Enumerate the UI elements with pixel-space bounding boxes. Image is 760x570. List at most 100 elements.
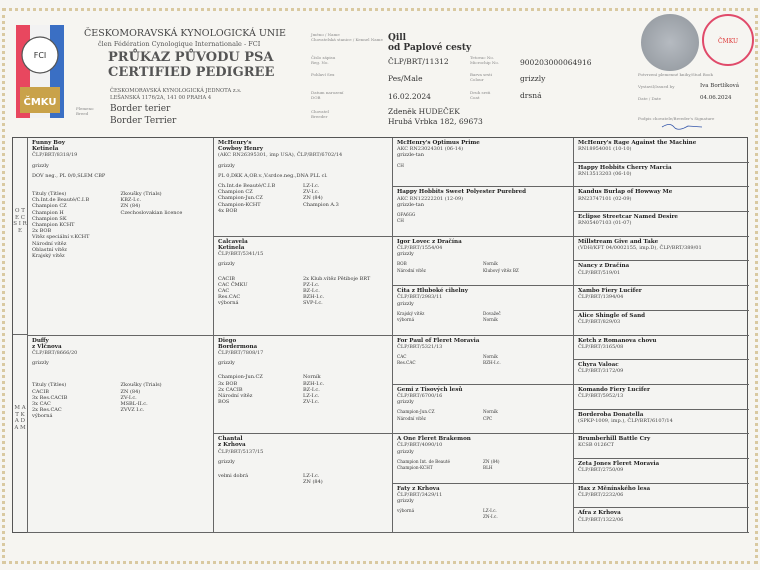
ancestor-name: Duffy — [32, 337, 49, 344]
label-sex: Pohlaví Sex — [311, 72, 335, 77]
breeder-address: Hrubá Vrbka 182, 69673 — [388, 117, 483, 126]
ancestor-name: Borderoba Donatella — [578, 411, 644, 418]
ancestor-great-great-grandparent: Xambo Fiery Lucifer ČLP/BRT/1394/04 — [574, 286, 749, 311]
breeder-name: Zdeněk HUDEČEK — [388, 107, 460, 116]
ancestor-titles: Champion-Jun.CZ 3x BOB 2x CACIB Národní vít… — [218, 374, 388, 405]
title-entry: PZ-I.c. — [303, 281, 320, 288]
title-entry: ZVVZ I.c. — [120, 407, 145, 414]
label-issued: Vystavil/Issued by — [638, 84, 675, 89]
ancestor-name: Hax z Měnínského lesa — [578, 485, 651, 492]
ancestor-name: Diego — [218, 337, 237, 344]
title-entry: BZ-I.c. — [303, 287, 320, 294]
ancestor-name: McHenry's Rage Against the Machine — [578, 140, 697, 146]
ancestor-name: Alice Shingle of Sand — [578, 312, 646, 319]
ancestor-colour: grizzly — [397, 251, 414, 258]
ancestor-reg-no: ČLP/BRT/829/03 — [578, 319, 621, 326]
ancestor-name: Brumberhill Battle Cry — [578, 436, 651, 443]
ancestor-reg-no: ČLP/BRT/519/01 — [578, 269, 621, 276]
title-entry: výborná — [397, 508, 415, 514]
title-entry: 3x Res.CACIB — [32, 394, 68, 401]
ancestor-great-great-grandparent: Ketch z Romanova chovu ČLP/BRT/3165/08 — [574, 336, 749, 361]
title-entry: Krajský vítěz — [32, 253, 65, 260]
title-entry: 2x BOB — [32, 228, 52, 235]
title-entry: Vítěz speciální v.KCHT — [32, 234, 90, 241]
label-coat: Druh srsti Coat — [470, 90, 491, 100]
title-entry: ZV-I.c. — [120, 394, 137, 401]
ancestor-name: Calcavela — [218, 238, 248, 245]
ancestor-colour: grizzly — [218, 458, 235, 465]
ancestor-titles: Krajský vítěz výborná Dovažeč Norník — [397, 311, 569, 323]
ancestor-reg-no: RN23747101 (02-09) — [578, 195, 632, 202]
ancestor-titles: Tituly (Titles) Ch.Int.de Beauté/C.I.B Cha… — [32, 191, 209, 259]
ancestor-reg-no: ČLP/BRT/5321/13 — [397, 343, 443, 350]
title-entry: CAC — [397, 353, 407, 359]
ancestor-reg-no: (AKC RN26395301, imp USA), ČLP/BRT/6702/… — [218, 152, 343, 159]
label-breeder: Chovatel Breeder — [311, 109, 329, 119]
title-entry: Národní vítěz — [32, 240, 67, 247]
issue-date: 04.06.2024 — [700, 95, 732, 101]
title-entry: BLH — [483, 465, 493, 471]
ancestor-name: McHenry's — [218, 140, 252, 146]
title-entry: ZN (84) — [303, 195, 323, 202]
ancestor-great-great-grandparent: Zeta Jones Fleret Moravia ČLP/BRT/2750/09 — [574, 459, 749, 484]
title-entry: LZ-I.c. — [303, 183, 320, 190]
ancestor-kennel: z Vlčnova — [32, 343, 62, 350]
ancestor-grandparent: Calcavela Ketinela ČLP/BRT/5341/15 grizzly C… — [214, 236, 393, 336]
microchip: 900203000064916 — [520, 58, 592, 67]
ancestor-reg-no: ČLP/BRT/4090/10 — [397, 442, 443, 449]
ancestor-great-great-grandparent: Kandus Burlap of Howway Me RN23747101 (02… — [574, 187, 749, 213]
ancestor-reg-no: ČLP/BRT/3429/11 — [397, 491, 443, 498]
title-entry: Champion A.3 — [303, 201, 339, 208]
coat: drsná — [520, 91, 542, 100]
ancestor-reg-no: ČLP/BRT/1394/04 — [578, 294, 624, 301]
title-entry: BZ-I.c. — [303, 386, 320, 393]
title-entry: Klubový vítěz BZ — [483, 267, 519, 273]
title-entry: Champion CZ — [218, 189, 253, 196]
ancestor-great-great-grandparent: Hax z Měnínského lesa ČLP/BRT/2232/06 — [574, 484, 749, 509]
title-entry: Ch.Int.de Beauté/C.I.B — [32, 197, 90, 204]
ancestor-great-great-grandparent: McHenry's Rage Against the Machine RN1895… — [574, 138, 749, 163]
title-entry: CH — [397, 218, 404, 224]
title-entry: Czechoslovakian licence — [120, 209, 183, 216]
title-entry: Tituly (Titles) — [32, 191, 67, 198]
ancestor-reg-no: ČLP/BRT/1554/04 — [397, 244, 443, 251]
ancestor-great-great-grandparent: Eclipse Streetcar Named Desire RN05407103… — [574, 212, 749, 237]
kennel-name: od Paplové cesty — [388, 43, 472, 53]
ancestor-colour: grizzly — [218, 261, 235, 268]
title-entry: BZH-I.c. — [303, 380, 325, 387]
ancestor-titles: výborná LZ-I.c. ZN-I.c. — [397, 508, 569, 520]
breed-cz: Border terier — [110, 104, 171, 114]
ancestor-reg-no: AKC RN23024301 (06-14) — [397, 146, 464, 153]
org-name: ČESKOMORAVSKÁ KYNOLOGICKÁ UNIE — [84, 28, 286, 39]
reg-no: ČLP/BRT/11312 — [388, 57, 449, 66]
ancestor-reg-no: ČLP/BRT/1322/06 — [578, 516, 624, 523]
ancestor-health: DOV neg., PL 0/0,SLEM CBP — [32, 172, 106, 179]
ancestor-name: Komando Fiery Lucifer — [578, 386, 650, 393]
title-entry: 3x CAC — [32, 400, 51, 407]
title-entry: ZN (84) — [483, 458, 500, 464]
title-entry: Tituly (Titles) — [32, 382, 67, 389]
ancestor-great-grandparent: For Paul of Fleret Moravia ČLP/BRT/5321/1… — [393, 335, 574, 385]
ancestor-colour: grizzly — [397, 498, 414, 505]
title-entry: ZV-I.c. — [303, 189, 320, 196]
title-cz: PRŮKAZ PŮVODU PSA — [108, 50, 274, 65]
title-entry: SVP-I.c. — [303, 300, 323, 307]
ancestor-grandparent: Diego Bordermona ČLP/BRT/7808/17 grizzly Cha… — [214, 335, 393, 435]
title-entry: 3x BOB — [218, 380, 238, 387]
ancestor-name: Eclipse Streetcar Named Desire — [578, 214, 678, 221]
issuer-line1: ČESKOMORAVSKÁ KYNOLOGICKÁ JEDNOTA z.s. — [110, 88, 242, 94]
sex: Pes/Male — [388, 74, 423, 83]
title-entry: BZH-I.c. — [303, 294, 325, 301]
title-entry: OFA6GG — [397, 211, 416, 217]
ancestor-great-grandparent: Cita z Hluboké cihelny ČLP/BRT/2983/11 gri… — [393, 286, 574, 336]
ancestor-name: Funny Boy — [32, 140, 65, 146]
ancestor-name: McHenry's Optimus Prime — [397, 140, 480, 146]
hologram-stamp — [641, 14, 699, 71]
title-entry: Champion SK — [32, 215, 67, 222]
title-entry: LZ-I.c. — [303, 473, 320, 480]
title-entry: BOS — [218, 399, 230, 406]
title-entry: Oblastní vítěz — [32, 246, 67, 253]
ancestor-reg-no: ČLP/BRT/8318/19 — [32, 152, 78, 159]
ancestor-titles: velmi dobrá LZ-I.c. ZN (84) — [218, 473, 388, 485]
ancestor-titles: Tituly (Titles) CACIB 3x Res.CACIB 3x CAC 2x… — [32, 382, 209, 419]
